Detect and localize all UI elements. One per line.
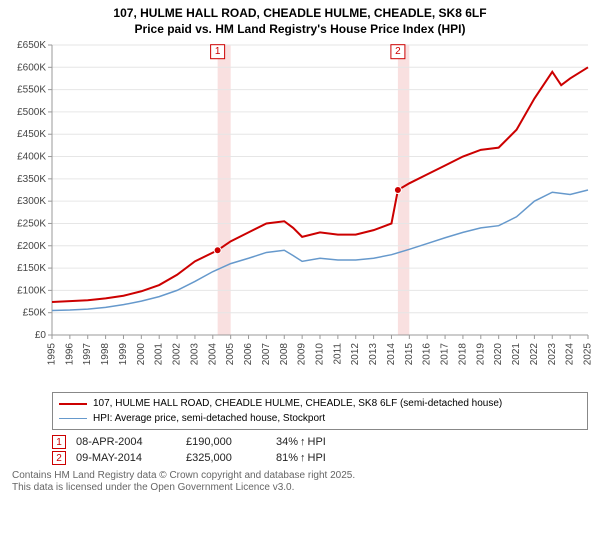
x-tick-label: 2025: [583, 343, 594, 366]
x-tick-label: 2014: [386, 343, 397, 366]
footer-line-1: Contains HM Land Registry data © Crown c…: [12, 470, 588, 482]
marker-hpi: 34% ↑ HPI: [276, 436, 326, 448]
x-tick-label: 2021: [511, 343, 522, 366]
chart-marker-number: 2: [395, 46, 401, 57]
title-line-2: Price paid vs. HM Land Registry's House …: [0, 22, 600, 38]
legend-swatch: [59, 403, 87, 405]
x-tick-label: 2012: [350, 343, 361, 366]
x-tick-label: 2007: [261, 343, 272, 366]
y-tick-label: £100K: [17, 286, 46, 297]
title-line-1: 107, HULME HALL ROAD, CHEADLE HULME, CHE…: [0, 6, 600, 22]
arrow-up-icon: ↑: [300, 436, 306, 448]
y-tick-label: £200K: [17, 241, 46, 252]
sale-year-band: [218, 45, 231, 335]
y-tick-label: £250K: [17, 219, 46, 230]
marker-hpi: 81% ↑ HPI: [276, 452, 326, 464]
x-tick-label: 2001: [154, 343, 165, 366]
marker-date: 09-MAY-2014: [76, 452, 186, 464]
legend-swatch: [59, 418, 87, 419]
legend-label: 107, HULME HALL ROAD, CHEADLE HULME, CHE…: [93, 396, 502, 411]
legend-row: 107, HULME HALL ROAD, CHEADLE HULME, CHE…: [59, 396, 581, 411]
sale-dot: [214, 247, 221, 254]
x-tick-label: 2015: [404, 343, 415, 366]
x-tick-label: 2017: [440, 343, 451, 366]
x-tick-label: 1999: [118, 343, 129, 366]
arrow-up-icon: ↑: [300, 452, 306, 464]
y-tick-label: £300K: [17, 196, 46, 207]
legend: 107, HULME HALL ROAD, CHEADLE HULME, CHE…: [52, 392, 588, 430]
y-tick-label: £50K: [23, 308, 47, 319]
marker-price: £325,000: [186, 452, 276, 464]
chart-area: £0 £50K £100K £150K £200K £250K £300K £350K £400…: [0, 41, 600, 386]
y-tick-label: £550K: [17, 85, 46, 96]
y-tick-label: £150K: [17, 263, 46, 274]
x-tick-label: 2005: [225, 343, 236, 366]
x-tick-label: 1998: [100, 343, 111, 366]
x-tick-label: 2020: [493, 343, 504, 366]
x-tick-label: 2010: [315, 343, 326, 366]
chart-marker-number: 1: [215, 46, 221, 57]
y-tick-label: £500K: [17, 107, 46, 118]
line-chart: £0 £50K £100K £150K £200K £250K £300K £350K £400…: [0, 41, 600, 381]
marker-number-box: 2: [52, 451, 66, 465]
chart-container: 107, HULME HALL ROAD, CHEADLE HULME, CHE…: [0, 0, 600, 560]
x-tick-label: 2009: [297, 343, 308, 366]
x-tick-label: 2006: [243, 343, 254, 366]
x-tick-label: 1995: [47, 343, 58, 366]
marker-date: 08-APR-2004: [76, 436, 186, 448]
marker-row: 1 08-APR-2004£190,00034% ↑ HPI: [52, 434, 588, 450]
y-tick-label: £600K: [17, 62, 46, 73]
sales-marker-table: 1 08-APR-2004£190,00034% ↑ HPI 2 09-MAY-201…: [52, 434, 588, 466]
title-block: 107, HULME HALL ROAD, CHEADLE HULME, CHE…: [0, 0, 600, 41]
x-tick-label: 2019: [475, 343, 486, 366]
x-tick-label: 2024: [565, 343, 576, 366]
y-tick-label: £0: [35, 330, 47, 341]
x-tick-label: 2002: [172, 343, 183, 366]
x-tick-label: 2008: [279, 343, 290, 366]
sale-dot: [394, 187, 401, 194]
x-tick-label: 2018: [457, 343, 468, 366]
marker-number-box: 1: [52, 435, 66, 449]
x-tick-label: 2000: [136, 343, 147, 366]
x-tick-label: 2003: [189, 343, 200, 366]
legend-label: HPI: Average price, semi-detached house,…: [93, 411, 325, 426]
x-tick-label: 2011: [332, 343, 343, 365]
x-tick-label: 2013: [368, 343, 379, 366]
x-tick-label: 1996: [64, 343, 75, 366]
x-tick-label: 2016: [422, 343, 433, 366]
x-tick-label: 2004: [207, 343, 218, 366]
footer-line-2: This data is licensed under the Open Gov…: [12, 482, 588, 494]
x-tick-label: 2023: [547, 343, 558, 366]
marker-price: £190,000: [186, 436, 276, 448]
x-tick-label: 2022: [529, 343, 540, 366]
footer-attribution: Contains HM Land Registry data © Crown c…: [0, 466, 600, 494]
y-tick-label: £450K: [17, 129, 46, 140]
y-tick-label: £350K: [17, 174, 46, 185]
legend-row: HPI: Average price, semi-detached house,…: [59, 411, 581, 426]
y-tick-label: £400K: [17, 152, 46, 163]
y-tick-label: £650K: [17, 41, 46, 51]
marker-row: 2 09-MAY-2014£325,00081% ↑ HPI: [52, 450, 588, 466]
x-tick-label: 1997: [82, 343, 93, 366]
